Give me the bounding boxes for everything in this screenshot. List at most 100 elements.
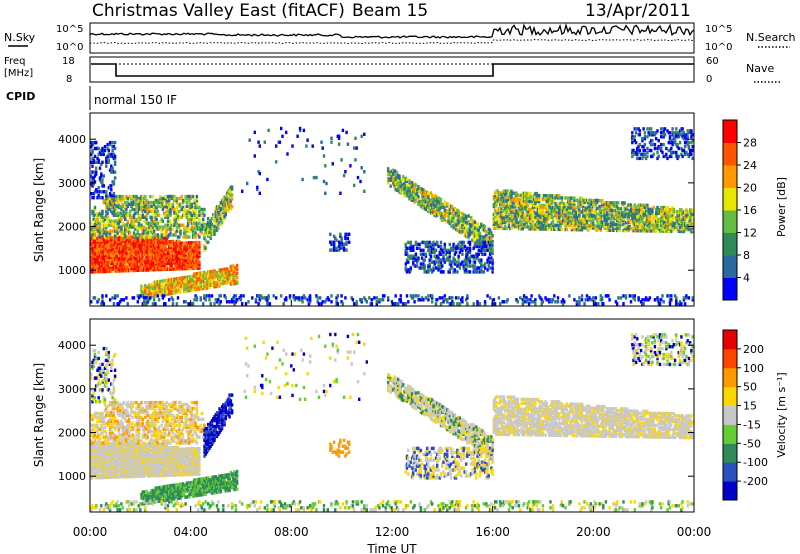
- heatmap-cell: [423, 268, 426, 272]
- heatmap-cell: [180, 223, 183, 227]
- noise-tick-high-right: 10^5: [705, 24, 732, 35]
- heatmap-cell: [198, 209, 201, 214]
- heatmap-cell: [93, 221, 97, 225]
- heatmap-cell: [176, 213, 180, 217]
- heatmap-cell: [621, 220, 624, 225]
- freq-label-line2: [MHz]: [4, 68, 33, 79]
- heatmap-cell: [454, 260, 458, 264]
- heatmap-cell: [147, 260, 151, 264]
- heatmap-cell: [110, 253, 113, 258]
- heatmap-cell: [510, 195, 513, 199]
- heatmap-cell: [530, 219, 533, 223]
- heatmap-cell: [534, 199, 537, 204]
- heatmap-cell: [521, 193, 524, 197]
- heatmap-cell: [417, 185, 420, 189]
- heatmap-cell: [579, 224, 582, 228]
- heatmap-cell: [604, 216, 608, 221]
- heatmap-cell: [222, 205, 225, 209]
- heatmap-cell: [136, 268, 139, 272]
- heatmap-cell: [95, 170, 98, 174]
- heatmap-cell: [205, 286, 209, 290]
- heatmap-cell: [127, 202, 131, 207]
- heatmap-cell: [144, 209, 147, 214]
- heatmap-cell: [392, 180, 395, 184]
- heatmap-cell: [229, 189, 233, 193]
- heatmap-cell: [398, 182, 401, 186]
- heatmap-cell: [209, 277, 212, 282]
- heatmap-cell: [159, 252, 162, 256]
- heatmap-cell: [427, 242, 430, 247]
- heatmap-cell: [531, 219, 535, 223]
- heatmap-cell: [117, 225, 121, 229]
- freq-tick-high: 18: [62, 56, 75, 67]
- heatmap-cell: [476, 252, 479, 256]
- heatmap-cell: [200, 279, 204, 283]
- heatmap-cell: [219, 278, 222, 282]
- heatmap-cell: [452, 270, 455, 274]
- heatmap-cell: [125, 241, 128, 245]
- heatmap-cell: [219, 222, 222, 227]
- heatmap-cell: [174, 233, 177, 237]
- heatmap-cell: [387, 180, 390, 185]
- heatmap-cell: [496, 226, 499, 230]
- heatmap-cell: [600, 202, 604, 207]
- heatmap-cell: [605, 203, 609, 207]
- heatmap-cell: [597, 226, 600, 230]
- heatmap-cell: [599, 220, 602, 224]
- heatmap-cell: [554, 225, 557, 229]
- heatmap-cell: [566, 196, 570, 200]
- heatmap-cell: [490, 250, 493, 254]
- heatmap-cell: [152, 250, 156, 254]
- heatmap-cell: [485, 235, 488, 240]
- heatmap-cell: [448, 211, 451, 216]
- heatmap-cell: [152, 280, 156, 285]
- heatmap-cell: [149, 229, 152, 233]
- heatmap-cell: [90, 246, 93, 250]
- heatmap-cell: [200, 231, 204, 235]
- heatmap-cell: [400, 184, 404, 188]
- heatmap-cell: [131, 207, 134, 212]
- heatmap-cell: [185, 262, 188, 267]
- heatmap-cell: [452, 224, 455, 228]
- heatmap-cell: [534, 191, 537, 196]
- heatmap-cell: [203, 248, 206, 252]
- heatmap-cell: [110, 209, 113, 214]
- freq-tick-low: 8: [66, 74, 72, 85]
- heatmap-cell: [150, 294, 153, 299]
- heatmap-cell: [92, 238, 95, 243]
- heatmap-cell: [590, 200, 594, 205]
- heatmap-cell: [573, 224, 576, 228]
- heatmap-cell: [525, 223, 528, 227]
- heatmap-cell: [97, 262, 100, 266]
- heatmap-cell: [103, 217, 107, 221]
- heatmap-cell: [176, 253, 180, 257]
- heatmap-cell: [205, 226, 209, 231]
- heatmap-cell: [161, 244, 165, 248]
- heatmap-cell: [488, 246, 492, 250]
- heatmap-cell: [190, 241, 194, 245]
- heatmap-cell: [198, 281, 201, 285]
- heatmap-cell: [512, 201, 516, 205]
- heatmap-cell: [403, 185, 406, 190]
- heatmap-cell: [207, 224, 210, 229]
- heatmap-cell: [517, 227, 521, 231]
- heatmap-cell: [129, 251, 132, 255]
- heatmap-cell: [548, 203, 551, 208]
- heatmap-cell: [111, 194, 114, 198]
- heatmap-cell: [218, 278, 221, 282]
- heatmap-cell: [600, 220, 604, 224]
- heatmap-cell: [442, 256, 445, 260]
- heatmap-cell: [176, 280, 180, 285]
- heatmap-cell: [571, 222, 575, 226]
- heatmap-cell: [520, 221, 523, 225]
- heatmap-cell: [203, 244, 206, 248]
- heatmap-cell: [527, 195, 531, 200]
- heatmap-cell: [603, 222, 606, 226]
- heatmap-cell: [462, 218, 465, 223]
- heatmap-cell: [180, 261, 183, 265]
- heatmap-cell: [412, 193, 415, 197]
- heatmap-cell: [633, 219, 636, 223]
- heatmap-cell: [145, 221, 148, 225]
- heatmap-cell: [122, 249, 126, 253]
- heatmap-cell: [534, 217, 537, 221]
